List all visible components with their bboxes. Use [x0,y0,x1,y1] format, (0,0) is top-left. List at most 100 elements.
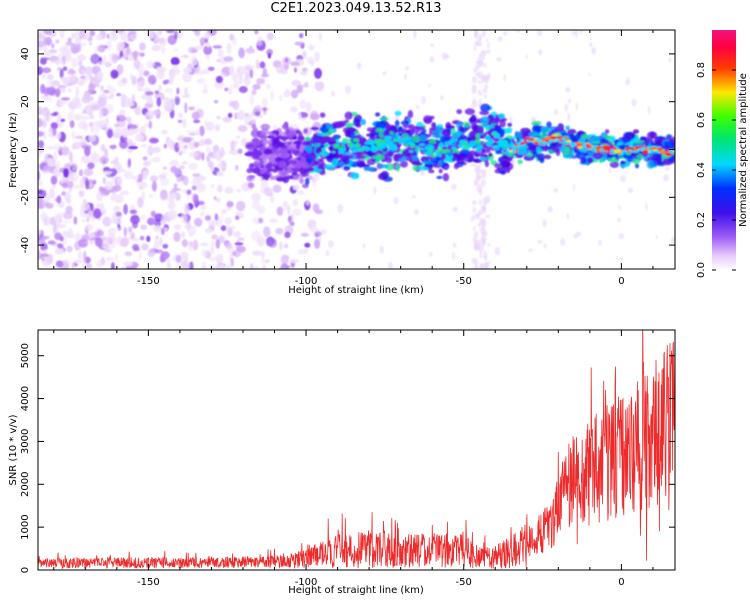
spectrogram-blob [188,162,198,171]
spectrogram-blob [64,191,72,203]
spectrogram-blob [486,49,491,54]
spectrogram-blob [131,237,141,242]
spectrogram-blob [438,168,443,174]
spectrogram-blob [670,236,675,244]
spectrogram-blob [480,218,486,224]
spectrogram-blob [375,154,385,161]
spectrogram-blob [278,94,283,101]
spectrogram-blob [150,175,158,183]
spectrogram-blob [320,229,327,235]
spectrogram-blob [484,135,491,141]
spectrogram-blob [112,31,118,42]
spectrogram-blob [161,44,165,55]
spectrogram-blob [190,55,198,67]
spectrogram-blob [477,61,483,68]
spectrogram-blob [47,158,55,166]
spectrogram-blob [375,112,381,117]
spectrogram-blob [180,261,191,269]
spectrogram-blob [632,158,641,165]
spectrogram-blob [487,42,490,49]
spectrogram-blob [450,137,456,143]
spectrogram-blob [233,231,242,238]
spectrogram-blob [83,250,87,261]
spectrogram-blob [429,127,437,131]
spectrogram-blob [264,171,269,176]
spectrogram-blob [598,157,604,164]
spectrogram-blob [236,67,244,78]
spectrogram-blob [75,135,84,139]
spectrogram-blob [195,130,201,136]
spectrogram-blob [503,74,507,82]
spectrogram-blob [537,239,543,244]
spectrogram-blob [73,216,78,225]
spectrogram-blob [458,143,463,148]
spectrogram-blob [72,96,81,107]
spectrogram-blob [211,234,218,240]
spectrogram-blob [146,235,151,242]
spectrogram-heatmap [38,30,675,269]
spectrogram-blob [167,138,173,148]
spectrogram-blob [227,112,233,118]
spectrogram-blob [38,234,46,245]
spectrogram-blob [109,144,117,149]
spectrogram-blob [77,250,83,260]
spectrogram-blob [419,143,426,146]
spectrogram-blob [408,150,414,153]
spectrogram-blob [314,51,320,63]
spectrogram-blob [591,46,596,55]
spectrogram-blob [38,201,43,209]
spectrogram-blob [301,117,307,122]
spectrogram-blob [477,125,484,134]
spectrogram-blob [229,33,235,41]
spectrogram-blob [290,167,302,172]
spectrogram-blob [306,146,313,154]
spectrogram-blob [352,148,359,152]
spectrogram-blob [45,202,54,209]
spectrogram-blob [666,134,673,139]
spectrogram-blob [421,95,426,105]
spectrogram-blob [38,40,46,48]
spectrogram-blob [579,30,583,35]
spectrogram-blob [55,88,61,98]
spectrogram-x-tick-label: -100 [295,276,318,287]
spectrogram-blob [428,169,435,174]
spectrogram-blob [567,112,571,122]
spectrogram-blob [189,151,199,158]
spectrogram-blob [38,249,42,261]
spectrogram-blob [96,34,103,41]
spectrogram-blob [78,238,89,248]
spectrogram-blob [110,262,115,269]
spectrogram-blob [619,164,630,168]
spectrogram-blob [625,147,629,152]
spectrogram-blob [128,145,138,150]
spectrogram-blob [587,157,594,164]
spectrogram-blob [663,141,668,147]
spectrogram-blob [481,238,486,247]
spectrogram-blob [90,53,100,65]
spectrogram-blob [105,257,114,261]
spectrogram-blob [196,77,206,85]
spectrogram-blob [280,263,289,269]
spectrogram-blob [646,160,655,169]
spectrogram-blob [294,67,297,73]
spectrogram-blob [42,73,46,80]
spectrogram-blob [294,41,303,46]
spectrogram-blob [301,83,309,88]
spectrogram-blob [38,66,43,76]
spectrogram-blob [182,118,187,128]
spectrogram-blob [474,139,482,145]
spectrogram-blob [128,231,133,237]
spectrogram-blob [176,87,180,95]
spectrogram-blob [420,128,427,134]
spectrogram-blob [613,149,622,154]
spectrogram-blob [482,207,487,214]
spectrogram-blob [304,177,310,186]
spectrogram-blob [320,151,327,155]
spectrogram-blob [272,184,282,193]
spectrogram-blob [281,123,289,130]
spectrogram-blob [555,136,563,139]
spectrogram-blob [70,109,75,120]
spectrogram-blob [115,211,122,217]
spectrogram-blob [38,180,43,187]
spectrogram-blob [536,30,543,36]
